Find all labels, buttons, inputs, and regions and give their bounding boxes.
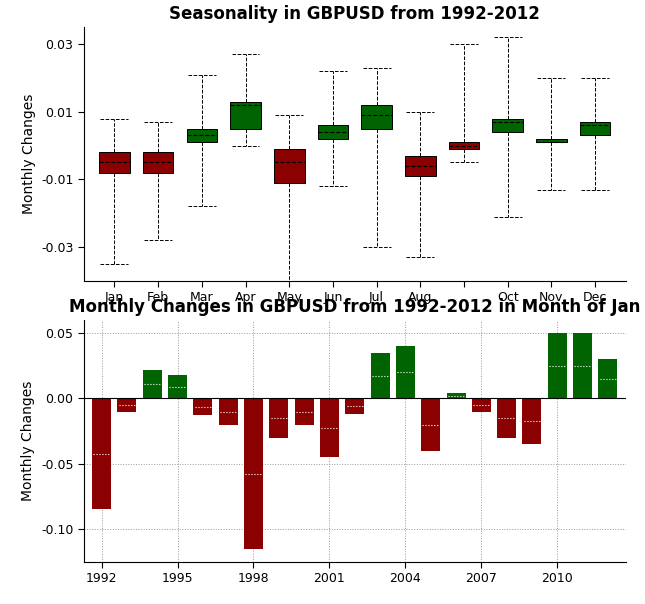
Bar bbox=[396, 346, 415, 399]
Bar bbox=[522, 399, 541, 444]
Bar bbox=[117, 399, 136, 411]
Bar bbox=[446, 393, 466, 399]
Bar bbox=[320, 399, 339, 457]
Bar bbox=[92, 399, 111, 510]
Bar bbox=[361, 105, 392, 129]
Bar bbox=[99, 152, 130, 173]
Bar bbox=[548, 333, 567, 399]
Bar bbox=[143, 152, 174, 173]
Bar bbox=[573, 333, 592, 399]
Y-axis label: Monthly Changes: Monthly Changes bbox=[21, 381, 35, 501]
Bar bbox=[497, 399, 516, 438]
Bar bbox=[345, 399, 364, 414]
Y-axis label: Monthly Changes: Monthly Changes bbox=[21, 94, 35, 214]
Bar bbox=[580, 122, 610, 135]
Title: Seasonality in GBPUSD from 1992-2012: Seasonality in GBPUSD from 1992-2012 bbox=[169, 5, 541, 23]
Bar bbox=[449, 142, 479, 149]
Bar bbox=[295, 399, 313, 425]
Bar bbox=[219, 399, 237, 425]
Bar bbox=[244, 399, 263, 548]
Bar bbox=[317, 125, 348, 139]
Title: Monthly Changes in GBPUSD from 1992-2012 in Month of Jan: Monthly Changes in GBPUSD from 1992-2012… bbox=[69, 298, 640, 316]
Bar bbox=[186, 129, 217, 142]
Bar bbox=[274, 149, 304, 183]
Bar bbox=[230, 101, 261, 129]
Bar bbox=[194, 399, 212, 416]
Bar bbox=[421, 399, 440, 451]
Bar bbox=[168, 375, 187, 399]
Bar bbox=[143, 370, 162, 399]
Bar bbox=[405, 156, 435, 176]
Bar bbox=[536, 139, 567, 142]
Bar bbox=[472, 399, 491, 411]
Bar bbox=[270, 399, 288, 438]
Bar bbox=[599, 359, 617, 399]
Bar bbox=[492, 118, 523, 132]
Bar bbox=[371, 353, 390, 399]
